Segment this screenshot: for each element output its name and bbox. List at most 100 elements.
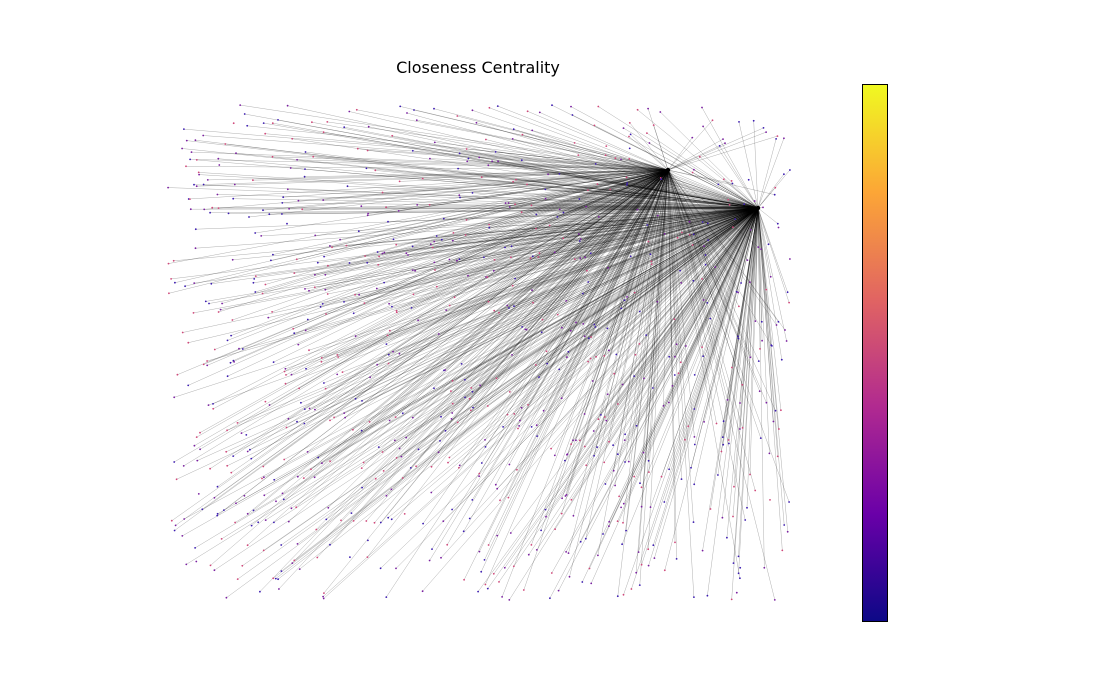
node [246, 124, 249, 127]
node [194, 139, 197, 142]
edge [342, 207, 759, 373]
edge [261, 207, 759, 237]
edge [452, 169, 669, 414]
node [614, 157, 617, 160]
edge [324, 169, 669, 257]
edge [757, 207, 763, 341]
node [217, 157, 220, 160]
edge [513, 207, 759, 307]
node [421, 177, 424, 180]
node [230, 471, 233, 474]
edge [382, 207, 759, 453]
edge [513, 207, 759, 567]
edge [489, 207, 759, 228]
edge [251, 169, 669, 459]
node [737, 337, 740, 340]
edge [261, 207, 759, 479]
node [773, 193, 776, 196]
node [584, 537, 587, 540]
edge [281, 207, 759, 572]
node [691, 244, 694, 246]
node [322, 595, 324, 598]
node [376, 363, 379, 366]
node [226, 339, 229, 342]
node [469, 409, 472, 412]
node [605, 419, 608, 422]
edge [628, 169, 669, 462]
node [433, 261, 436, 264]
edge [232, 169, 669, 321]
node [786, 530, 789, 533]
edge [389, 169, 669, 421]
edge [366, 168, 759, 209]
edge [626, 177, 759, 209]
edge [203, 135, 669, 171]
node [731, 182, 734, 185]
edge [220, 207, 759, 310]
node [693, 483, 696, 486]
edge [574, 207, 759, 260]
node [273, 478, 276, 481]
node [395, 311, 398, 314]
edge [288, 169, 669, 522]
node [199, 431, 201, 434]
edge [579, 207, 759, 441]
node [636, 208, 639, 211]
node [565, 494, 568, 496]
node [784, 329, 786, 331]
node [343, 126, 346, 129]
edge [193, 207, 759, 314]
node [259, 590, 261, 593]
edge [667, 169, 743, 385]
edge [325, 207, 759, 315]
edge [702, 126, 759, 209]
edge [344, 127, 759, 209]
edge [630, 207, 759, 257]
node [680, 282, 683, 284]
node [706, 222, 709, 225]
edge [565, 169, 669, 497]
edge [416, 120, 669, 171]
edge [688, 207, 759, 427]
edge [513, 169, 669, 182]
node [592, 430, 595, 432]
edge [199, 169, 669, 433]
node [628, 135, 630, 138]
node [720, 450, 723, 453]
node [701, 221, 704, 223]
edge [305, 151, 759, 209]
node [597, 554, 599, 557]
edge [275, 207, 759, 579]
node [354, 397, 357, 400]
node [616, 595, 619, 598]
node [752, 119, 755, 122]
node [285, 426, 288, 429]
node [560, 397, 563, 400]
node [327, 264, 329, 267]
edge [190, 159, 669, 171]
node [735, 290, 738, 293]
node [561, 497, 563, 500]
node [248, 216, 250, 218]
node [398, 447, 401, 450]
edge [588, 207, 759, 339]
edge [597, 183, 759, 209]
node [722, 178, 725, 181]
node [249, 448, 251, 451]
node [207, 404, 210, 406]
node [451, 508, 453, 511]
edge [264, 207, 759, 496]
edge [617, 207, 759, 405]
edge [484, 169, 669, 440]
edge [457, 115, 669, 171]
node [685, 345, 687, 347]
node [324, 273, 327, 276]
node [786, 291, 789, 294]
edge [526, 169, 669, 330]
edge [191, 151, 669, 171]
edge [253, 207, 759, 283]
node [435, 235, 438, 237]
node [448, 258, 451, 261]
node [583, 413, 586, 415]
node [493, 309, 496, 312]
